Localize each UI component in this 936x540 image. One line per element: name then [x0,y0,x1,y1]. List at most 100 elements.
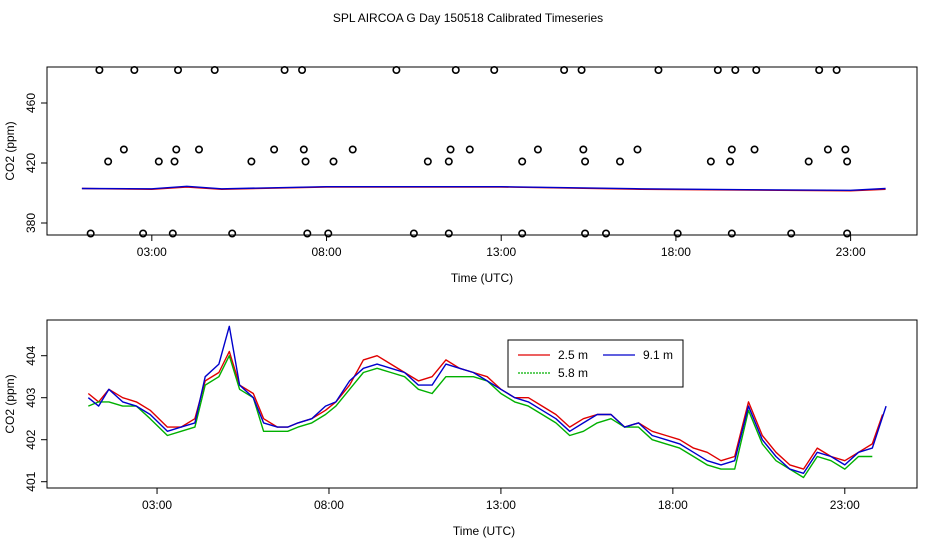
cal-point [581,229,590,238]
top-x-label: Time (UTC) [451,271,513,285]
cal-point [465,145,474,154]
cal-point [750,145,759,154]
cal-point [673,229,682,238]
top-cal-points [86,66,852,238]
cal-point [843,229,852,238]
bottom-y-tick-label: 402 [24,429,38,449]
panel-bottom-frame [46,319,918,489]
bottom-y-label: CO2 (ppm) [3,374,17,433]
top-y-tick-label: 420 [24,153,38,173]
legend-label-9-1m: 9.1 m [643,348,673,362]
cal-point [119,145,128,154]
cal-point [348,145,357,154]
cal-point [787,229,796,238]
cal-point [329,157,338,166]
cal-point [444,229,453,238]
cal-point [409,229,418,238]
cal-point [228,229,237,238]
bottom-x-tick-label: 03:00 [142,498,172,512]
cal-point [726,157,735,166]
cal-point [823,145,832,154]
bottom-x-tick-label: 23:00 [830,498,860,512]
cal-point [727,229,736,238]
top-x-tick-label: 03:00 [137,245,167,259]
cal-point [280,66,289,75]
cal-point [95,66,104,75]
cal-point [168,229,177,238]
cal-point [154,157,163,166]
top-x-tick-label: 18:00 [661,245,691,259]
cal-point [727,145,736,154]
cal-point [172,145,181,154]
cal-point [633,145,642,154]
cal-point [713,66,722,75]
cal-point [577,66,586,75]
panel-bottom: 03:00 08:00 13:00 18:00 23:00 401 402 403 404 T… [3,319,918,538]
top-y-tick-label: 460 [24,93,38,113]
top-y-axis: 380 420 460 [24,93,47,233]
bottom-series-line-9-1-m [87,325,887,474]
cal-point [423,157,432,166]
cal-point [581,157,590,166]
top-series-line-9-1-m [81,185,886,192]
legend-entry-2-5m: 2.5 m [518,348,588,362]
cal-point [130,66,139,75]
legend-label-5-8m: 5.8 m [558,366,588,380]
panel-top: 03:00 08:00 13:00 18:00 23:00 380 420 460 Time… [3,66,918,285]
top-x-axis: 03:00 08:00 13:00 18:00 23:00 [137,235,866,259]
cal-point [270,145,279,154]
cal-point [841,145,850,154]
bottom-series-line-2-5-m [87,350,884,470]
legend-label-2-5m: 2.5 m [558,348,588,362]
cal-point [706,157,715,166]
cal-point [210,66,219,75]
legend-entry-5-8m: 5.8 m [518,366,588,380]
cal-point [444,157,453,166]
cal-point [194,145,203,154]
top-x-tick-label: 23:00 [836,245,866,259]
top-y-label: CO2 (ppm) [3,121,17,180]
cal-point [324,229,333,238]
legend-box [507,339,684,388]
bottom-y-tick-label: 401 [24,471,38,491]
bottom-series-line-5-8-m [88,355,873,479]
top-x-tick-label: 13:00 [486,245,516,259]
cal-point [174,66,183,75]
cal-point [139,229,148,238]
bottom-x-tick-label: 18:00 [658,498,688,512]
cal-point [518,157,527,166]
cal-point [560,66,569,75]
bottom-x-tick-label: 08:00 [314,498,344,512]
bottom-series-lines [87,325,887,479]
bottom-x-axis: 03:00 08:00 13:00 18:00 23:00 [142,488,860,512]
cal-point [451,66,460,75]
cal-point [602,229,611,238]
legend-entry-9-1m: 9.1 m [603,348,673,362]
top-y-tick-label: 380 [24,213,38,233]
cal-point [301,157,310,166]
cal-point [298,66,307,75]
cal-point [752,66,761,75]
bottom-y-axis: 401 402 403 404 [24,345,47,492]
cal-point [86,229,95,238]
cal-point [533,145,542,154]
bottom-x-tick-label: 13:00 [486,498,516,512]
cal-point [731,66,740,75]
cal-point [616,157,625,166]
cal-point [815,66,824,75]
cal-point [518,229,527,238]
cal-point [392,66,401,75]
cal-point [654,66,663,75]
top-x-tick-label: 08:00 [312,245,342,259]
cal-point [299,145,308,154]
top-series-lines [81,185,886,192]
bottom-x-label: Time (UTC) [453,524,515,538]
cal-point [446,145,455,154]
cal-point [832,66,841,75]
legend: 2.5 m 5.8 m 9.1 m [507,339,684,388]
cal-point [579,145,588,154]
panel-top-frame [46,66,918,236]
bottom-y-tick-label: 403 [24,387,38,407]
cal-point [170,157,179,166]
